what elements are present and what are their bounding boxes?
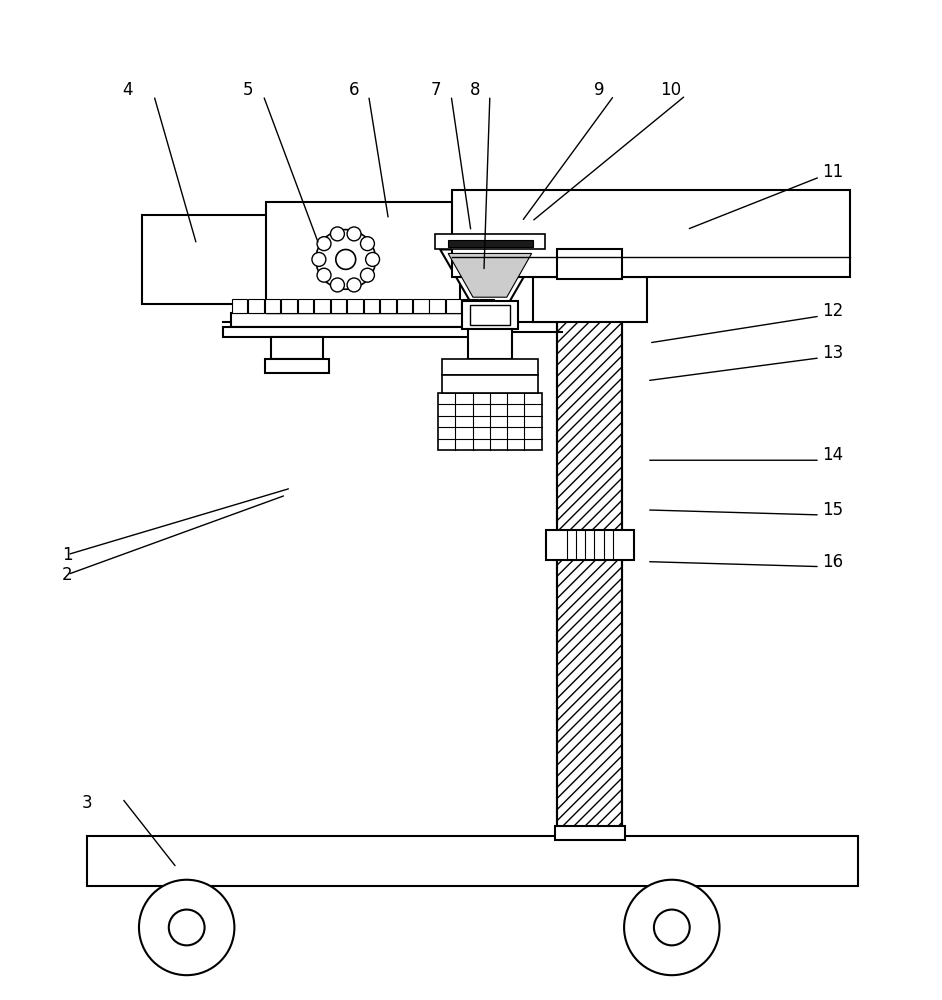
Circle shape: [317, 237, 331, 251]
Bar: [282, 299, 297, 313]
Circle shape: [331, 227, 345, 241]
Polygon shape: [440, 249, 540, 301]
Text: 12: 12: [822, 302, 843, 320]
Text: 5: 5: [243, 81, 253, 99]
Circle shape: [331, 278, 345, 292]
Bar: [413, 299, 429, 313]
Circle shape: [361, 268, 374, 282]
Circle shape: [316, 230, 376, 289]
Bar: [142, 215, 284, 304]
Bar: [442, 375, 538, 393]
Bar: [463, 299, 478, 313]
Bar: [381, 299, 396, 313]
Bar: [267, 311, 460, 313]
Bar: [468, 329, 512, 359]
Bar: [558, 558, 622, 836]
Bar: [435, 234, 544, 249]
Circle shape: [317, 268, 331, 282]
Bar: [448, 240, 532, 247]
Bar: [558, 558, 622, 836]
Circle shape: [169, 910, 204, 945]
Bar: [446, 299, 462, 313]
Text: 3: 3: [82, 794, 92, 812]
Circle shape: [654, 910, 690, 945]
Bar: [463, 301, 518, 329]
Bar: [397, 299, 412, 313]
Text: 8: 8: [470, 81, 480, 99]
Bar: [555, 826, 625, 840]
Bar: [298, 299, 314, 313]
Circle shape: [312, 252, 326, 266]
Bar: [479, 299, 495, 313]
Circle shape: [365, 252, 380, 266]
Bar: [266, 359, 329, 373]
Text: 13: 13: [822, 344, 843, 362]
Text: 14: 14: [822, 446, 843, 464]
Text: 2: 2: [62, 566, 73, 584]
Bar: [364, 299, 379, 313]
Bar: [558, 249, 622, 279]
Bar: [348, 299, 363, 313]
Text: 1: 1: [62, 546, 73, 564]
Text: 6: 6: [349, 81, 359, 99]
Bar: [88, 836, 858, 886]
Bar: [452, 190, 850, 277]
Bar: [265, 299, 281, 313]
Bar: [558, 319, 622, 533]
Bar: [249, 299, 264, 313]
Text: 11: 11: [822, 163, 843, 181]
Circle shape: [335, 249, 356, 269]
Bar: [545, 530, 634, 560]
Bar: [558, 319, 622, 533]
Text: 7: 7: [430, 81, 442, 99]
Circle shape: [347, 227, 361, 241]
Bar: [267, 202, 460, 311]
Bar: [315, 299, 330, 313]
Circle shape: [625, 880, 720, 975]
Polygon shape: [448, 253, 531, 297]
Bar: [438, 393, 542, 450]
Circle shape: [139, 880, 235, 975]
Bar: [232, 299, 248, 313]
Circle shape: [347, 278, 361, 292]
Bar: [271, 337, 323, 359]
Text: 15: 15: [822, 501, 843, 519]
Text: 10: 10: [660, 81, 681, 99]
Circle shape: [361, 237, 374, 251]
Bar: [232, 313, 495, 327]
Text: 4: 4: [122, 81, 132, 99]
Text: 16: 16: [822, 553, 843, 571]
Text: 9: 9: [594, 81, 605, 99]
Bar: [470, 305, 510, 325]
Bar: [223, 327, 503, 337]
Bar: [532, 277, 647, 322]
Bar: [331, 299, 346, 313]
Bar: [442, 359, 538, 375]
Bar: [430, 299, 445, 313]
